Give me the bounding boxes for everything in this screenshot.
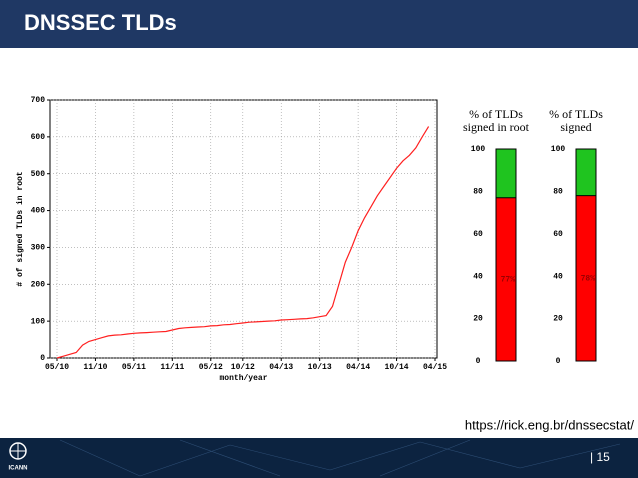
x-tick-label: 05/10 — [45, 363, 69, 372]
bar-chart-title: % of TLDs — [549, 107, 603, 121]
y-tick-label: 60 — [473, 230, 483, 239]
y-tick-label: 20 — [473, 315, 483, 324]
x-tick-label: 10/12 — [231, 363, 255, 372]
bar — [495, 197, 517, 362]
y-tick-label: 40 — [473, 272, 483, 281]
title-bar — [0, 0, 638, 48]
y-tick-label: 80 — [553, 188, 563, 197]
y-tick-label: 0 — [40, 354, 45, 363]
y-tick-label: 80 — [473, 188, 483, 197]
y-tick-label: 200 — [31, 280, 46, 289]
bar-chart-title: signed — [560, 120, 591, 134]
x-tick-label: 04/14 — [346, 363, 370, 372]
logo-text: ICANN — [9, 466, 28, 472]
bar-value-label: 77% — [501, 275, 516, 284]
y-tick-label: 20 — [553, 315, 563, 324]
x-tick-label: 11/11 — [160, 363, 184, 372]
y-tick-label: 500 — [31, 170, 46, 179]
x-tick-label: 04/13 — [269, 363, 293, 372]
page-number: | 15 — [590, 450, 610, 464]
y-tick-label: 0 — [476, 357, 481, 366]
source-url: https://rick.eng.br/dnssecstat/ — [465, 417, 634, 432]
x-tick-label: 10/14 — [385, 363, 409, 372]
y-tick-label: 60 — [553, 230, 563, 239]
y-tick-label: 400 — [31, 207, 46, 216]
y-tick-label: 40 — [553, 272, 563, 281]
bar-chart-title: % of TLDs — [469, 107, 523, 121]
data-line — [56, 126, 430, 359]
y-tick-label: 100 — [551, 145, 566, 154]
x-axis-label: month/year — [219, 374, 267, 383]
x-tick-label: 05/12 — [199, 363, 223, 372]
y-tick-label: 600 — [31, 133, 46, 142]
y-tick-label: 100 — [471, 145, 486, 154]
y-tick-label: 300 — [31, 244, 46, 253]
x-tick-label: 11/10 — [83, 363, 107, 372]
y-tick-label: 100 — [31, 317, 46, 326]
logo-globe-lines — [10, 443, 26, 459]
x-tick-label: 05/11 — [122, 363, 146, 372]
bar-value-label: 78% — [581, 274, 596, 283]
bar-chart-title: signed in root — [463, 120, 530, 134]
y-tick-label: 700 — [31, 96, 46, 105]
x-tick-label: 04/15 — [423, 363, 447, 372]
bar — [575, 195, 597, 362]
footer-bar — [0, 438, 638, 478]
network-pattern — [59, 439, 621, 477]
y-axis-label: # of signed TLDs in root — [16, 171, 25, 286]
x-tick-label: 10/13 — [308, 363, 332, 372]
y-tick-label: 0 — [556, 357, 561, 366]
slide-title: DNSSEC TLDs — [24, 10, 177, 35]
plot-area — [49, 99, 438, 359]
